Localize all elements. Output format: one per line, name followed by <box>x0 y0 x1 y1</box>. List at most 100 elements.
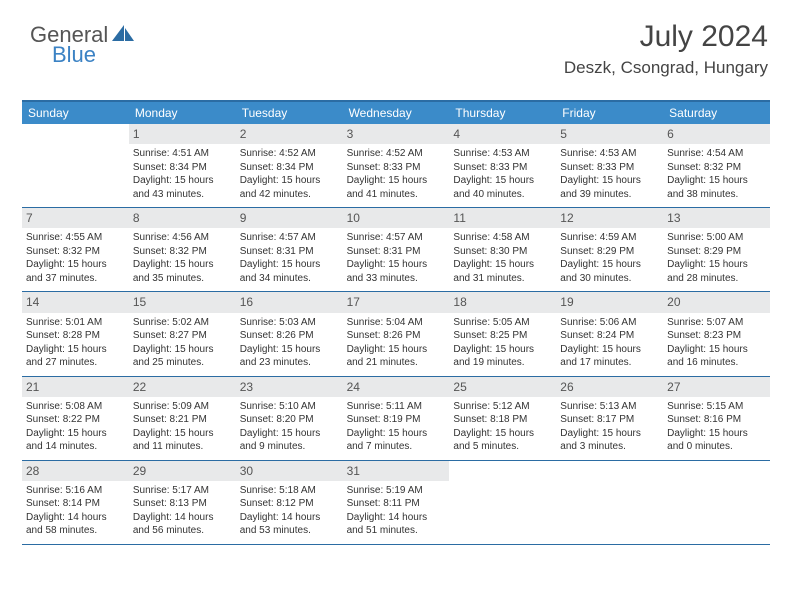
daylight-text: Daylight: 15 hours <box>453 258 552 272</box>
sunrise-text: Sunrise: 5:09 AM <box>133 400 232 414</box>
sunrise-text: Sunrise: 4:57 AM <box>240 231 339 245</box>
daylight-text: and 33 minutes. <box>347 272 446 286</box>
daylight-text: and 43 minutes. <box>133 188 232 202</box>
daylight-text: Daylight: 14 hours <box>26 511 125 525</box>
daylight-text: Daylight: 15 hours <box>133 258 232 272</box>
daylight-text: and 7 minutes. <box>347 440 446 454</box>
sunset-text: Sunset: 8:32 PM <box>26 245 125 259</box>
sunrise-text: Sunrise: 4:56 AM <box>133 231 232 245</box>
sunrise-text: Sunrise: 5:19 AM <box>347 484 446 498</box>
day-number: 31 <box>343 461 450 481</box>
calendar-cell: 26Sunrise: 5:13 AMSunset: 8:17 PMDayligh… <box>556 377 663 460</box>
sunset-text: Sunset: 8:21 PM <box>133 413 232 427</box>
day-number: 8 <box>129 208 236 228</box>
sunset-text: Sunset: 8:17 PM <box>560 413 659 427</box>
sunrise-text: Sunrise: 5:11 AM <box>347 400 446 414</box>
daylight-text: and 39 minutes. <box>560 188 659 202</box>
calendar-cell: 17Sunrise: 5:04 AMSunset: 8:26 PMDayligh… <box>343 292 450 375</box>
daylight-text: Daylight: 15 hours <box>453 343 552 357</box>
sunset-text: Sunset: 8:22 PM <box>26 413 125 427</box>
sunset-text: Sunset: 8:14 PM <box>26 497 125 511</box>
daylight-text: and 56 minutes. <box>133 524 232 538</box>
day-number: 13 <box>663 208 770 228</box>
daylight-text: and 21 minutes. <box>347 356 446 370</box>
calendar-cell: 23Sunrise: 5:10 AMSunset: 8:20 PMDayligh… <box>236 377 343 460</box>
calendar-week: 28Sunrise: 5:16 AMSunset: 8:14 PMDayligh… <box>22 461 770 545</box>
sunrise-text: Sunrise: 4:52 AM <box>347 147 446 161</box>
sunset-text: Sunset: 8:33 PM <box>560 161 659 175</box>
daylight-text: Daylight: 15 hours <box>560 174 659 188</box>
daylight-text: and 35 minutes. <box>133 272 232 286</box>
logo-sail-icon <box>110 23 136 48</box>
sunrise-text: Sunrise: 5:07 AM <box>667 316 766 330</box>
calendar-cell: 22Sunrise: 5:09 AMSunset: 8:21 PMDayligh… <box>129 377 236 460</box>
daylight-text: and 19 minutes. <box>453 356 552 370</box>
daylight-text: and 58 minutes. <box>26 524 125 538</box>
daylight-text: and 28 minutes. <box>667 272 766 286</box>
daylight-text: and 17 minutes. <box>560 356 659 370</box>
calendar-cell: 1Sunrise: 4:51 AMSunset: 8:34 PMDaylight… <box>129 124 236 207</box>
sunset-text: Sunset: 8:32 PM <box>133 245 232 259</box>
day-number: 7 <box>22 208 129 228</box>
daylight-text: Daylight: 15 hours <box>240 258 339 272</box>
sunrise-text: Sunrise: 5:06 AM <box>560 316 659 330</box>
day-number: 24 <box>343 377 450 397</box>
daylight-text: and 3 minutes. <box>560 440 659 454</box>
sunset-text: Sunset: 8:31 PM <box>347 245 446 259</box>
calendar-cell: 24Sunrise: 5:11 AMSunset: 8:19 PMDayligh… <box>343 377 450 460</box>
day-number: 17 <box>343 292 450 312</box>
calendar-cell: 30Sunrise: 5:18 AMSunset: 8:12 PMDayligh… <box>236 461 343 544</box>
daylight-text: and 38 minutes. <box>667 188 766 202</box>
daylight-text: and 25 minutes. <box>133 356 232 370</box>
calendar-cell: 10Sunrise: 4:57 AMSunset: 8:31 PMDayligh… <box>343 208 450 291</box>
sunrise-text: Sunrise: 5:03 AM <box>240 316 339 330</box>
calendar-cell: 15Sunrise: 5:02 AMSunset: 8:27 PMDayligh… <box>129 292 236 375</box>
day-number: 6 <box>663 124 770 144</box>
weekday-label: Wednesday <box>343 102 450 124</box>
daylight-text: and 16 minutes. <box>667 356 766 370</box>
daylight-text: Daylight: 15 hours <box>667 343 766 357</box>
weekday-header: Sunday Monday Tuesday Wednesday Thursday… <box>22 102 770 124</box>
daylight-text: Daylight: 15 hours <box>560 427 659 441</box>
day-number: 10 <box>343 208 450 228</box>
sunset-text: Sunset: 8:29 PM <box>667 245 766 259</box>
daylight-text: and 0 minutes. <box>667 440 766 454</box>
sunset-text: Sunset: 8:27 PM <box>133 329 232 343</box>
location-text: Deszk, Csongrad, Hungary <box>564 58 768 78</box>
sunrise-text: Sunrise: 5:18 AM <box>240 484 339 498</box>
sunset-text: Sunset: 8:26 PM <box>347 329 446 343</box>
daylight-text: and 5 minutes. <box>453 440 552 454</box>
sunrise-text: Sunrise: 5:04 AM <box>347 316 446 330</box>
day-number: 15 <box>129 292 236 312</box>
sunrise-text: Sunrise: 4:53 AM <box>453 147 552 161</box>
daylight-text: and 42 minutes. <box>240 188 339 202</box>
calendar-cell: 9Sunrise: 4:57 AMSunset: 8:31 PMDaylight… <box>236 208 343 291</box>
calendar-cell: 3Sunrise: 4:52 AMSunset: 8:33 PMDaylight… <box>343 124 450 207</box>
calendar-cell <box>556 461 663 544</box>
day-number: 19 <box>556 292 663 312</box>
sunset-text: Sunset: 8:33 PM <box>453 161 552 175</box>
logo: General Blue <box>30 22 136 48</box>
weekday-label: Tuesday <box>236 102 343 124</box>
daylight-text: and 9 minutes. <box>240 440 339 454</box>
calendar-cell: 16Sunrise: 5:03 AMSunset: 8:26 PMDayligh… <box>236 292 343 375</box>
calendar: Sunday Monday Tuesday Wednesday Thursday… <box>22 102 770 545</box>
day-number: 28 <box>22 461 129 481</box>
sunrise-text: Sunrise: 5:13 AM <box>560 400 659 414</box>
daylight-text: Daylight: 15 hours <box>26 343 125 357</box>
calendar-cell: 4Sunrise: 4:53 AMSunset: 8:33 PMDaylight… <box>449 124 556 207</box>
day-number: 20 <box>663 292 770 312</box>
sunset-text: Sunset: 8:26 PM <box>240 329 339 343</box>
day-number: 12 <box>556 208 663 228</box>
sunrise-text: Sunrise: 4:51 AM <box>133 147 232 161</box>
calendar-cell: 28Sunrise: 5:16 AMSunset: 8:14 PMDayligh… <box>22 461 129 544</box>
calendar-cell: 12Sunrise: 4:59 AMSunset: 8:29 PMDayligh… <box>556 208 663 291</box>
day-number: 25 <box>449 377 556 397</box>
daylight-text: and 31 minutes. <box>453 272 552 286</box>
sunrise-text: Sunrise: 4:54 AM <box>667 147 766 161</box>
calendar-cell <box>22 124 129 207</box>
sunset-text: Sunset: 8:34 PM <box>240 161 339 175</box>
day-number: 22 <box>129 377 236 397</box>
daylight-text: Daylight: 15 hours <box>667 258 766 272</box>
daylight-text: Daylight: 15 hours <box>133 174 232 188</box>
